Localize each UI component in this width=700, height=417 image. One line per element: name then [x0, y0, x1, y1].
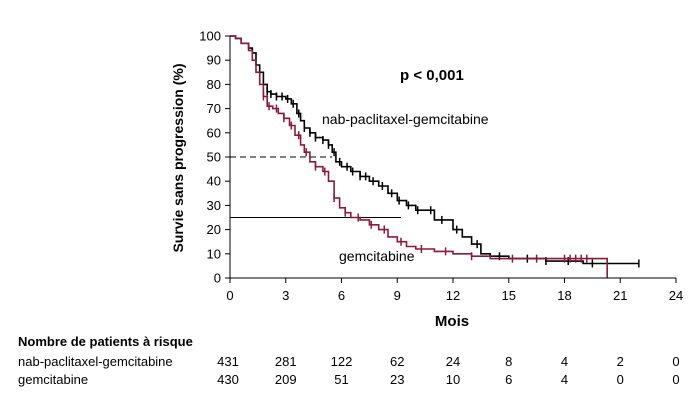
risk-value: 62 — [390, 354, 404, 369]
x-tick-label: 15 — [502, 288, 516, 303]
risk-value: 4 — [561, 372, 568, 387]
x-tick-label: 24 — [669, 288, 683, 303]
y-tick-label: 90 — [207, 53, 221, 68]
risk-value: 0 — [672, 372, 679, 387]
series-line-gemcitabine — [230, 35, 608, 278]
x-ticks: 0 3 6 9 12 15 18 21 24 — [226, 278, 683, 303]
risk-value: 0 — [617, 372, 624, 387]
risk-row-label-nab: nab-paclitaxel-gemcitabine — [18, 354, 173, 369]
survival-curves — [230, 35, 640, 278]
risk-value: 431 — [217, 354, 239, 369]
y-tick-label: 0 — [214, 271, 221, 286]
y-tick-label: 70 — [207, 101, 221, 116]
y-tick-label: 100 — [199, 29, 221, 44]
risk-value: 24 — [446, 354, 460, 369]
risk-value: 4 — [561, 354, 568, 369]
series-label-nab-paclitaxel-gemcitabine: nab-paclitaxel-gemcitabine — [322, 111, 489, 127]
y-tick-label: 20 — [207, 222, 221, 237]
x-tick-label: 3 — [282, 288, 289, 303]
risk-value: 51 — [334, 372, 348, 387]
x-tick-label: 21 — [613, 288, 627, 303]
risk-value: 10 — [446, 372, 460, 387]
y-ticks: 0 10 20 30 40 50 60 70 80 90 100 — [199, 29, 230, 286]
x-tick-label: 18 — [557, 288, 571, 303]
p-value-annotation: p < 0,001 — [400, 67, 464, 84]
risk-value: 6 — [505, 372, 512, 387]
risk-value: 2 — [617, 354, 624, 369]
series-line-nab-paclitaxel-gemcitabine — [230, 35, 639, 265]
risk-table-values: 431 281 122 62 24 8 4 2 0 430 209 51 23 10 6 4 0 0 — [217, 354, 679, 387]
y-tick-label: 30 — [207, 198, 221, 213]
risk-value: 281 — [275, 354, 297, 369]
y-tick-label: 10 — [207, 246, 221, 261]
risk-value: 209 — [275, 372, 297, 387]
risk-table-title: Nombre de patients à risque — [18, 334, 193, 349]
y-tick-label: 80 — [207, 77, 221, 92]
reference-lines — [230, 156, 401, 218]
x-tick-label: 0 — [226, 288, 233, 303]
risk-row-label-gem: gemcitabine — [18, 372, 88, 387]
y-tick-label: 60 — [207, 125, 221, 140]
x-tick-label: 9 — [394, 288, 401, 303]
y-tick-label: 40 — [207, 174, 221, 189]
series-label-gemcitabine: gemcitabine — [339, 248, 415, 264]
risk-value: 122 — [331, 354, 353, 369]
risk-value: 430 — [217, 372, 239, 387]
y-tick-label: 50 — [207, 150, 221, 165]
x-axis-label: Mois — [435, 313, 469, 330]
x-tick-label: 6 — [338, 288, 345, 303]
y-axis-label: Survie sans progression (%) — [170, 63, 186, 252]
risk-value: 23 — [390, 372, 404, 387]
x-tick-label: 12 — [446, 288, 460, 303]
risk-value: 8 — [505, 354, 512, 369]
risk-value: 0 — [672, 354, 679, 369]
